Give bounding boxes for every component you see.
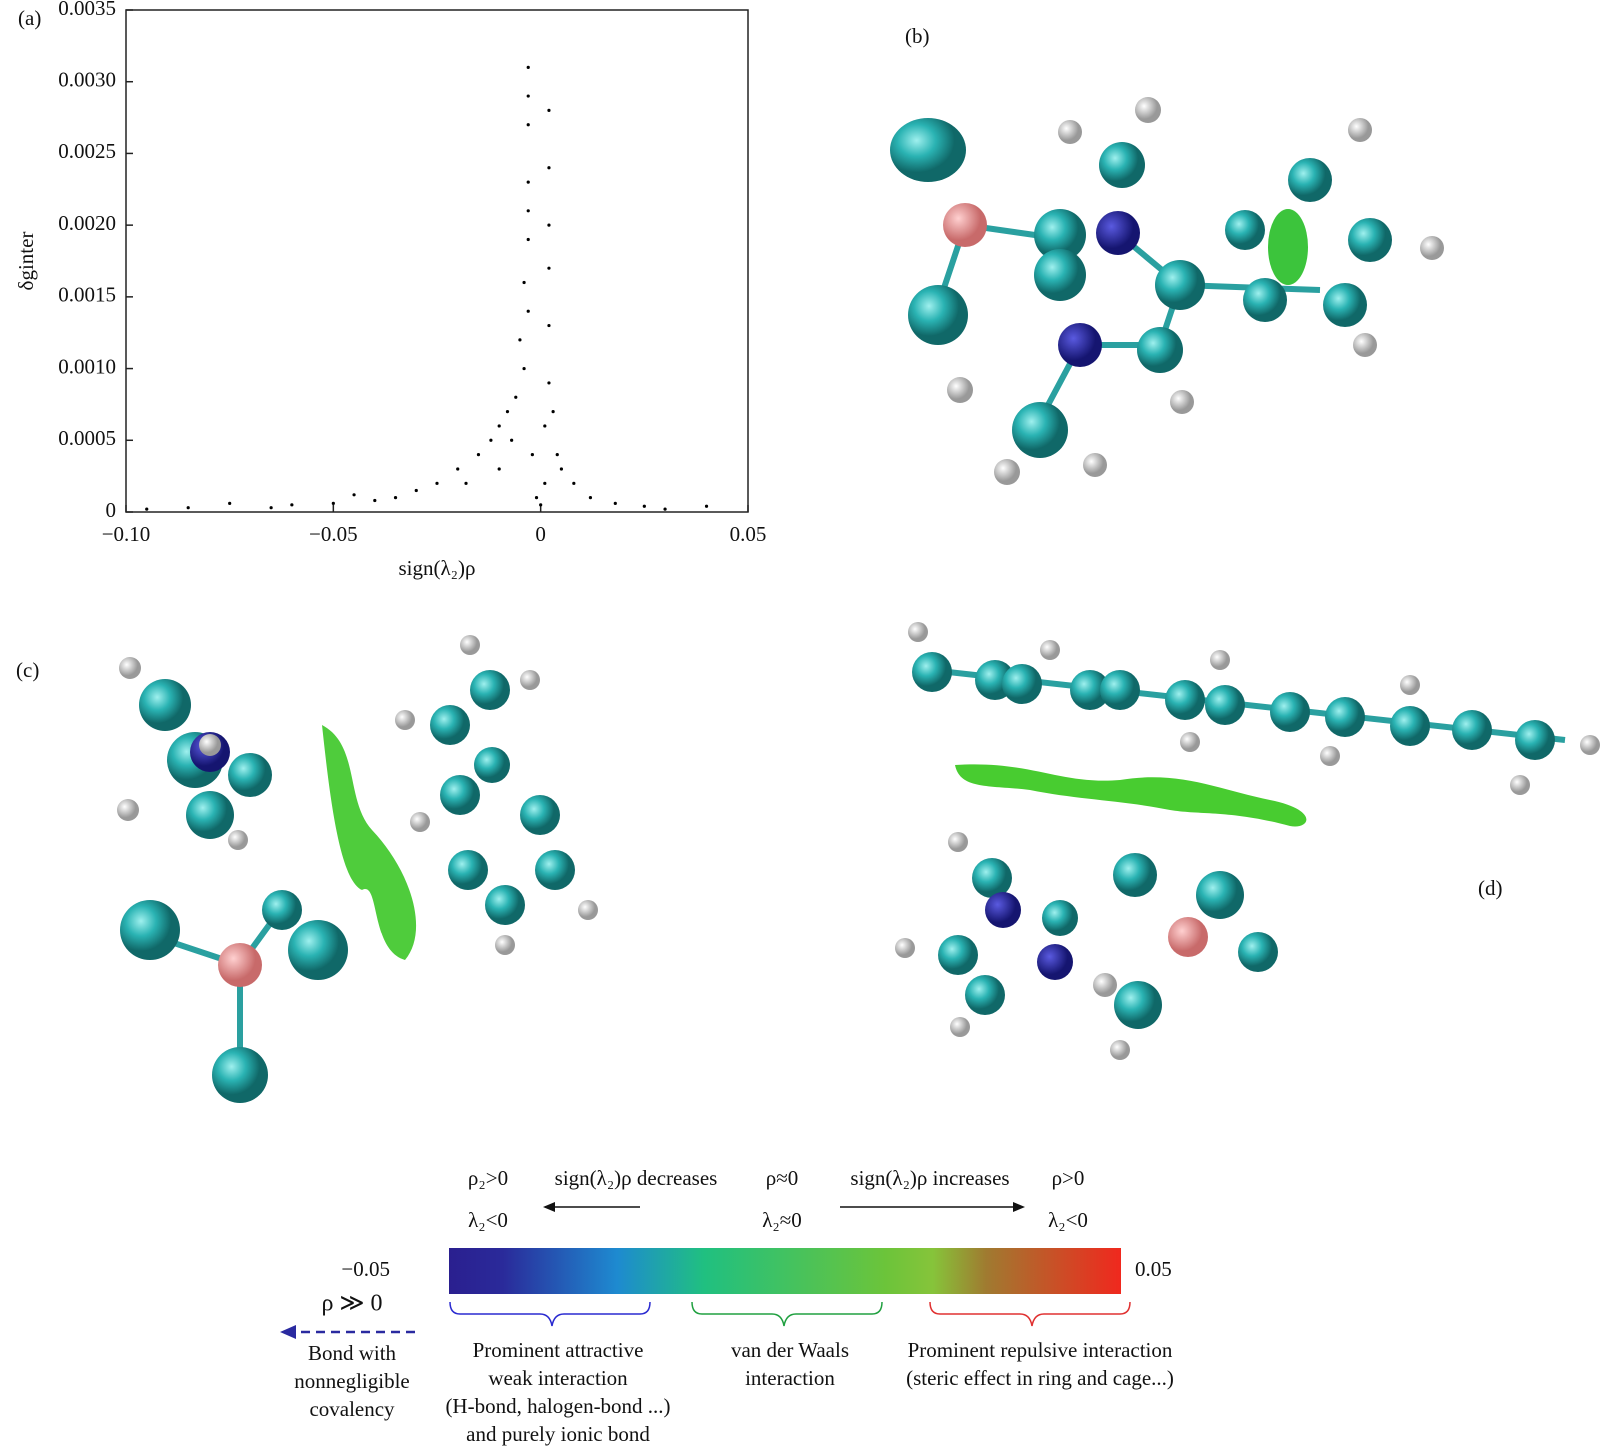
point — [505, 410, 510, 414]
point — [526, 209, 530, 213]
point — [269, 506, 273, 510]
y-tick-label: 0.0030 — [58, 68, 116, 92]
point — [547, 381, 551, 385]
legend-label: sign(λ₂)ρ decreases — [555, 1166, 718, 1190]
legend-label: ρ≈0 — [766, 1166, 799, 1190]
y-tick-label: 0.0025 — [58, 139, 116, 163]
y-tick-label: 0.0015 — [58, 283, 116, 307]
legend-description: covalency — [309, 1397, 395, 1421]
molecule-renderings — [117, 97, 1600, 1103]
point — [464, 481, 468, 485]
point — [526, 123, 530, 127]
legend-description: van der Waals — [731, 1338, 849, 1362]
point — [522, 280, 526, 285]
point — [186, 506, 190, 510]
legend-label: ρ ≫ 0 — [321, 1291, 382, 1317]
point — [547, 108, 551, 112]
point — [547, 166, 551, 170]
x-tick-label: −0.05 — [309, 522, 358, 546]
point — [476, 453, 481, 457]
legend-label: λ₂≈0 — [762, 1208, 802, 1232]
point — [543, 481, 547, 485]
legend-label: λ₂<0 — [1048, 1208, 1088, 1232]
x-tick-label: −0.10 — [102, 522, 151, 546]
point — [539, 503, 543, 507]
point — [551, 410, 555, 414]
point — [642, 504, 646, 508]
panel-label: (b) — [905, 24, 930, 48]
point — [530, 453, 534, 457]
legend-label: λ₂<0 — [468, 1208, 508, 1232]
legend-description: (steric effect in ring and cage...) — [906, 1366, 1174, 1390]
y-tick-label: 0 — [106, 498, 117, 522]
y-tick-label: 0.0020 — [58, 211, 116, 235]
point — [547, 223, 551, 227]
point — [145, 507, 149, 511]
y-tick-label: 0.0010 — [58, 354, 116, 378]
point — [373, 498, 377, 503]
point — [522, 366, 526, 371]
x-axis-label: sign(λ₂)ρ — [399, 556, 476, 580]
point — [414, 488, 418, 493]
legend-description: Prominent repulsive interaction — [908, 1338, 1173, 1362]
point — [613, 501, 617, 505]
point — [663, 507, 667, 511]
panel-label: (a) — [18, 6, 41, 30]
y-axis-label: δginter — [14, 232, 38, 291]
color-bar — [449, 1248, 1121, 1294]
legend-description: weak interaction — [488, 1366, 628, 1390]
point — [435, 481, 439, 485]
legend-description: nonnegligible — [294, 1369, 409, 1393]
point — [534, 496, 539, 500]
legend-description: Prominent attractive — [473, 1338, 644, 1362]
point — [510, 438, 514, 442]
point — [526, 309, 530, 313]
plot-frame — [125, 9, 749, 513]
legend-label: ρ>0 — [1052, 1166, 1085, 1190]
point — [514, 395, 518, 399]
legend-description: interaction — [745, 1366, 835, 1390]
x-tick-label: 0.05 — [730, 522, 767, 546]
point — [352, 493, 356, 497]
legend-min: −0.05 — [341, 1257, 390, 1281]
point — [518, 338, 522, 342]
legend-description: (H-bond, halogen-bond ...) — [445, 1394, 670, 1418]
panel-label: (d) — [1478, 876, 1503, 900]
point — [526, 94, 530, 98]
color-legend: ρ₂>0 λ₂<0 sign(λ₂)ρ decreases ρ≈0 λ₂≈0 s… — [280, 1166, 1172, 1339]
point — [497, 424, 501, 428]
point — [526, 180, 530, 184]
point — [555, 453, 559, 457]
panel-label: (c) — [16, 658, 39, 682]
y-tick-label: 0.0035 — [58, 0, 116, 20]
point — [331, 501, 335, 505]
legend-label: sign(λ₂)ρ increases — [850, 1166, 1009, 1190]
point — [588, 496, 593, 500]
legend-description: and purely ionic bond — [466, 1422, 650, 1446]
point — [456, 467, 460, 471]
y-tick-label: 0.0005 — [58, 426, 116, 450]
x-tick-label: 0 — [535, 522, 546, 546]
legend-label: ρ₂>0 — [468, 1166, 508, 1190]
point — [547, 323, 551, 328]
point — [228, 501, 232, 505]
point — [704, 504, 709, 508]
point — [526, 65, 530, 69]
point — [526, 237, 530, 242]
point — [489, 438, 493, 442]
point — [393, 496, 398, 500]
point — [497, 467, 501, 471]
point — [290, 503, 294, 507]
point — [543, 424, 547, 428]
legend-max: 0.05 — [1135, 1257, 1172, 1281]
legend-description: Bond with — [308, 1341, 397, 1365]
point — [547, 266, 551, 270]
point — [572, 481, 576, 485]
point — [559, 467, 564, 471]
